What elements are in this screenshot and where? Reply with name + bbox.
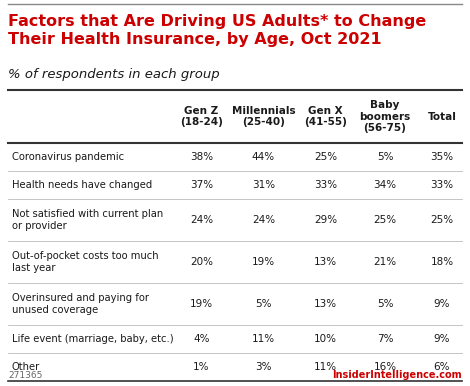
Text: Baby
boomers
(56-75): Baby boomers (56-75) <box>360 100 411 133</box>
Text: % of respondents in each group: % of respondents in each group <box>8 68 219 81</box>
Text: Factors that Are Driving US Adults* to Change
Their Health Insurance, by Age, Oc: Factors that Are Driving US Adults* to C… <box>8 14 426 47</box>
Text: 7%: 7% <box>377 334 393 344</box>
Text: 9%: 9% <box>434 299 450 309</box>
Text: 29%: 29% <box>314 215 337 225</box>
Text: 24%: 24% <box>252 215 275 225</box>
Text: Life event (marriage, baby, etc.): Life event (marriage, baby, etc.) <box>12 334 173 344</box>
Text: 10%: 10% <box>314 334 337 344</box>
Text: 13%: 13% <box>314 299 337 309</box>
Text: Millennials
(25-40): Millennials (25-40) <box>232 106 295 127</box>
Text: 25%: 25% <box>374 215 397 225</box>
Text: 16%: 16% <box>374 362 397 372</box>
Text: Health needs have changed: Health needs have changed <box>12 180 152 190</box>
Text: 11%: 11% <box>314 362 337 372</box>
Text: 5%: 5% <box>255 299 272 309</box>
Text: 20%: 20% <box>190 257 213 267</box>
Text: Overinsured and paying for
unused coverage: Overinsured and paying for unused covera… <box>12 293 149 315</box>
Text: 38%: 38% <box>190 152 213 162</box>
Text: 271365: 271365 <box>8 371 42 380</box>
Text: 44%: 44% <box>252 152 275 162</box>
Text: 19%: 19% <box>252 257 275 267</box>
Text: 25%: 25% <box>431 215 454 225</box>
Text: Gen Z
(18-24): Gen Z (18-24) <box>180 106 223 127</box>
Text: 9%: 9% <box>434 334 450 344</box>
Text: 4%: 4% <box>193 334 210 344</box>
Text: 5%: 5% <box>377 299 393 309</box>
Text: 34%: 34% <box>374 180 397 190</box>
Text: 37%: 37% <box>190 180 213 190</box>
Text: 33%: 33% <box>314 180 337 190</box>
Text: 1%: 1% <box>193 362 210 372</box>
Text: Coronavirus pandemic: Coronavirus pandemic <box>12 152 124 162</box>
Text: 19%: 19% <box>190 299 213 309</box>
Text: Total: Total <box>428 112 456 122</box>
Text: 21%: 21% <box>374 257 397 267</box>
Text: 6%: 6% <box>434 362 450 372</box>
Text: 33%: 33% <box>431 180 454 190</box>
Text: 5%: 5% <box>377 152 393 162</box>
Text: Not satisfied with current plan
or provider: Not satisfied with current plan or provi… <box>12 209 163 231</box>
Text: InsiderIntelligence.com: InsiderIntelligence.com <box>332 370 462 380</box>
Text: 3%: 3% <box>255 362 272 372</box>
Text: 31%: 31% <box>252 180 275 190</box>
Text: Gen X
(41-55): Gen X (41-55) <box>304 106 347 127</box>
Text: Out-of-pocket costs too much
last year: Out-of-pocket costs too much last year <box>12 251 159 273</box>
Text: 25%: 25% <box>314 152 337 162</box>
Text: 13%: 13% <box>314 257 337 267</box>
Text: 18%: 18% <box>431 257 454 267</box>
Text: 35%: 35% <box>431 152 454 162</box>
Text: 11%: 11% <box>252 334 275 344</box>
Text: Other: Other <box>12 362 40 372</box>
Text: 24%: 24% <box>190 215 213 225</box>
